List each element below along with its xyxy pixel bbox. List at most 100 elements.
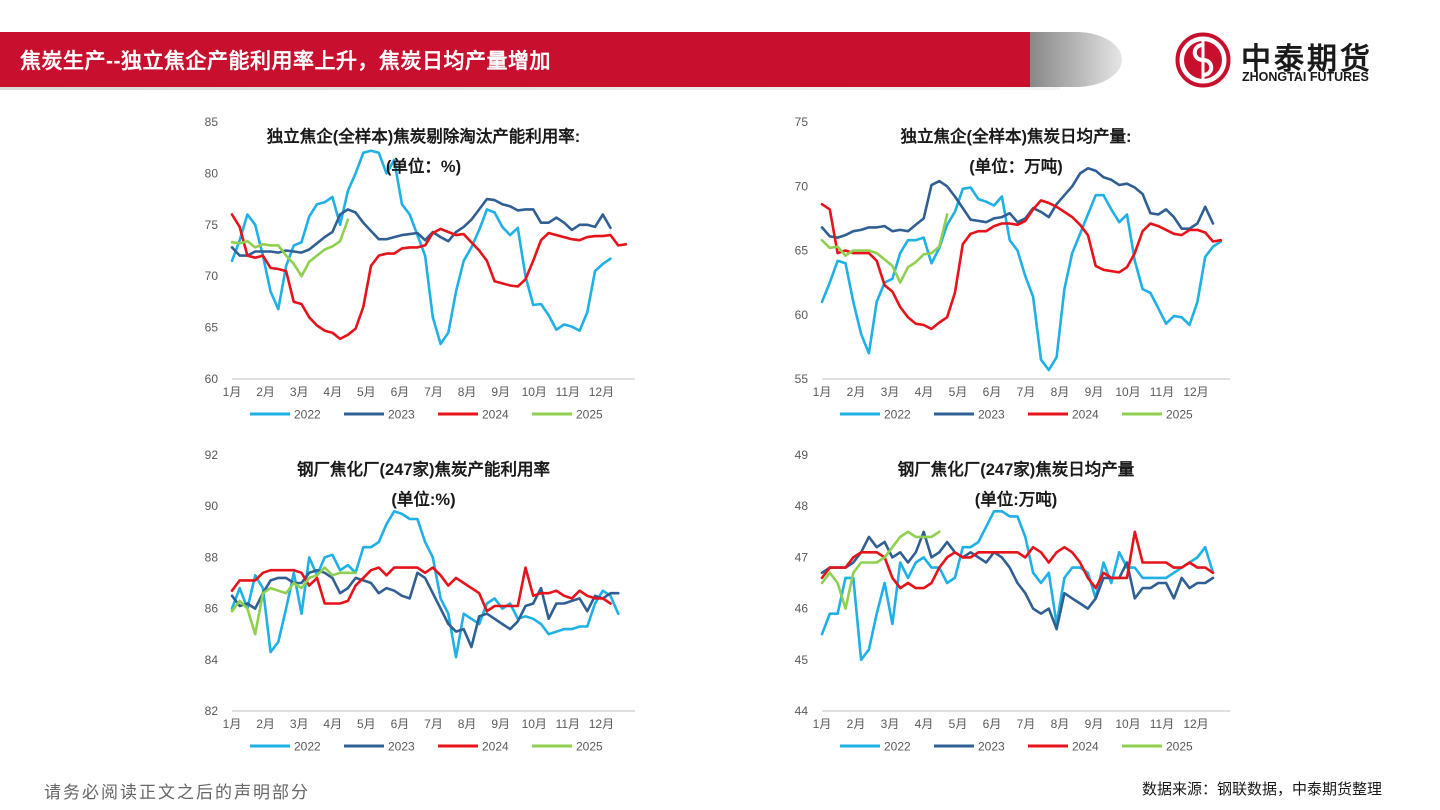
header-underline <box>0 87 1060 90</box>
x-tick-label: 9月 <box>491 385 510 399</box>
series-line-2023 <box>230 197 612 257</box>
y-tick-label: 86 <box>205 602 219 616</box>
logo-mark-icon <box>1175 32 1231 88</box>
x-tick-label: 1月 <box>813 717 832 731</box>
y-tick-label: 90 <box>205 499 219 513</box>
legend-label-2022: 2022 <box>294 408 321 422</box>
x-tick-label: 5月 <box>357 385 376 399</box>
chart-subtitle: (单位:%) <box>391 489 455 509</box>
x-tick-label: 1月 <box>223 385 242 399</box>
series-line-2024 <box>230 566 612 613</box>
x-tick-label: 10月 <box>522 385 547 399</box>
chart-subtitle: (单位：%) <box>386 156 461 176</box>
company-logo: 中泰期货 ZHONGTAI FUTURES <box>1175 32 1405 88</box>
logo-name-cn: 中泰期货 <box>1241 43 1373 76</box>
x-tick-label: 2月 <box>847 385 866 399</box>
x-tick-label: 4月 <box>915 717 934 731</box>
x-tick-label: 6月 <box>391 385 410 399</box>
x-tick-label: 10月 <box>522 717 547 731</box>
legend-label-2024: 2024 <box>482 740 509 754</box>
legend-label-2024: 2024 <box>482 408 509 422</box>
series-line-2022 <box>230 510 620 659</box>
legend-label-2022: 2022 <box>294 740 321 754</box>
x-tick-label: 6月 <box>983 385 1002 399</box>
y-tick-label: 75 <box>205 218 219 232</box>
legend-label-2023: 2023 <box>978 740 1005 754</box>
x-tick-label: 9月 <box>491 717 510 731</box>
y-tick-label: 70 <box>205 269 219 283</box>
series-line-2023 <box>820 166 1215 239</box>
x-tick-label: 6月 <box>983 717 1002 731</box>
x-tick-label: 1月 <box>813 385 832 399</box>
x-tick-label: 7月 <box>1017 385 1036 399</box>
legend-label-2023: 2023 <box>388 408 415 422</box>
legend-label-2025: 2025 <box>576 408 603 422</box>
y-tick-label: 85 <box>205 115 219 129</box>
x-tick-label: 10月 <box>1115 385 1140 399</box>
chart-title: 钢厂焦化厂(247家)焦炭产能利用率 <box>297 459 550 479</box>
series-line-2022 <box>820 510 1215 662</box>
series-line-2025 <box>820 213 949 284</box>
legend-label-2022: 2022 <box>884 408 911 422</box>
legend-label-2024: 2024 <box>1072 740 1099 754</box>
x-tick-label: 8月 <box>458 385 477 399</box>
data-source-text: 数据来源：钢联数据，中泰期货整理 <box>1141 780 1382 798</box>
y-tick-label: 82 <box>205 704 219 718</box>
x-tick-label: 12月 <box>589 385 614 399</box>
x-tick-label: 2月 <box>256 385 275 399</box>
x-tick-label: 12月 <box>1183 717 1208 731</box>
legend-label-2023: 2023 <box>388 740 415 754</box>
series-line-2024 <box>230 213 628 341</box>
chart-title: 独立焦企(全样本)焦炭日均产量: <box>901 126 1132 146</box>
chart-title: 钢厂焦化厂(247家)焦炭日均产量 <box>898 459 1135 479</box>
chart-independent-coking-utilization: 60 65 70 75 80 85 1月 2月 3月 4月 5月 6月 7月 8月 9月 10月 11月 12月 独… <box>190 112 650 424</box>
header-shadow <box>1030 32 1122 87</box>
x-tick-label: 11月 <box>1150 385 1174 399</box>
page-title: 焦炭生产--独立焦企产能利用率上升，焦炭日均产量增加 <box>20 49 551 73</box>
y-tick-label: 88 <box>205 550 219 564</box>
x-tick-label: 3月 <box>290 717 309 731</box>
y-tick-label: 48 <box>795 499 809 513</box>
series-line-2025 <box>230 218 350 278</box>
x-tick-label: 7月 <box>1017 717 1036 731</box>
x-tick-label: 3月 <box>881 717 900 731</box>
logo-name-en: ZHONGTAI FUTURES <box>1242 70 1369 84</box>
y-tick-label: 46 <box>795 602 809 616</box>
legend-label-2022: 2022 <box>884 740 911 754</box>
y-tick-label: 80 <box>205 166 219 180</box>
y-tick-label: 60 <box>795 308 809 322</box>
x-tick-label: 7月 <box>424 717 443 731</box>
chart-title: 独立焦企(全样本)焦炭剔除淘汰产能利用率: <box>267 126 580 146</box>
chart-steel-coking-daily-output: 44 45 46 47 48 49 1月 2月 3月 4月 5月 6月 7月 8月 9月 10月 11月 12月 钢… <box>780 445 1240 757</box>
x-tick-label: 9月 <box>1085 717 1104 731</box>
x-tick-label: 8月 <box>1051 717 1070 731</box>
legend-label-2025: 2025 <box>1166 408 1193 422</box>
x-tick-label: 11月 <box>556 717 580 731</box>
x-tick-label: 4月 <box>915 385 934 399</box>
x-tick-label: 3月 <box>881 385 900 399</box>
legend-label-2023: 2023 <box>978 408 1005 422</box>
x-tick-label: 5月 <box>949 385 968 399</box>
x-tick-label: 12月 <box>1183 385 1208 399</box>
legend-label-2025: 2025 <box>1166 740 1193 754</box>
x-tick-label: 6月 <box>391 717 410 731</box>
y-tick-label: 84 <box>205 653 219 667</box>
x-tick-label: 5月 <box>949 717 968 731</box>
header-bar: 焦炭生产--独立焦企产能利用率上升，焦炭日均产量增加 <box>0 32 1060 87</box>
x-tick-label: 1月 <box>223 717 242 731</box>
series-line-2025 <box>230 566 357 636</box>
x-tick-label: 9月 <box>1085 385 1104 399</box>
y-tick-label: 65 <box>205 321 219 335</box>
chart-subtitle: (单位：万吨) <box>969 156 1063 176</box>
series-line-2024 <box>820 199 1223 331</box>
series-line-2022 <box>820 186 1223 372</box>
legend-label-2025: 2025 <box>576 740 603 754</box>
x-tick-label: 11月 <box>556 385 580 399</box>
legend-label-2024: 2024 <box>1072 408 1099 422</box>
chart-independent-coking-daily-output: 55 60 65 70 75 1月 2月 3月 4月 5月 6月 7月 8月 9月 10月 11月 12月 独立焦… <box>780 112 1240 424</box>
x-tick-label: 2月 <box>847 717 866 731</box>
x-tick-label: 12月 <box>589 717 614 731</box>
disclaimer-text: 请务必阅读正文之后的声明部分 <box>44 783 310 803</box>
y-tick-label: 70 <box>795 179 809 193</box>
series-line-2024 <box>820 530 1215 590</box>
